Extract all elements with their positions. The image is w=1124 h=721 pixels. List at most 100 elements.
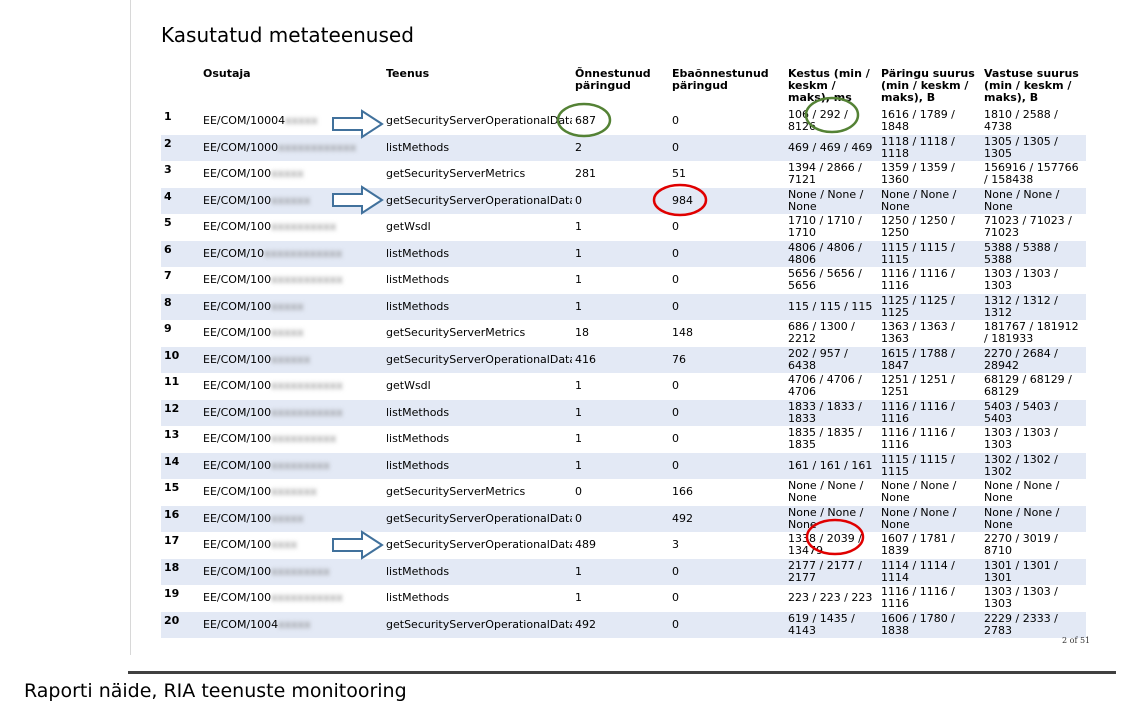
request-size-cell: 1615 / 1788 / 1847	[878, 346, 981, 373]
success-count-cell: 489	[575, 538, 596, 552]
row-index: 6	[161, 240, 200, 267]
table-row: 5 EE/COM/100xxxxxxxxxx getWsdl 1 0 1710 / 171…	[161, 214, 1086, 241]
row-index: 12	[161, 399, 200, 426]
failed-count-cell: 0	[672, 273, 679, 287]
row-index: 2	[161, 134, 200, 161]
row-index: 3	[164, 163, 172, 176]
duration-cell: 202 / 957 / 6438	[785, 346, 878, 373]
redacted-text: xxxxxxx	[271, 485, 317, 499]
report-page	[130, 0, 1124, 655]
row-index: 14	[161, 452, 200, 479]
redacted-text: xxxxxxxxxx	[271, 432, 337, 446]
row-index: 7	[164, 269, 172, 282]
provider-cell: EE/COM/100xxxxxxxxxxx	[203, 591, 343, 605]
service-cell: getSecurityServerOperationalData	[386, 538, 572, 552]
response-size-cell: 1810 / 2588 / 4738	[984, 108, 1058, 134]
provider-cell: EE/COM/10xxxxxxxxxxxx	[200, 240, 383, 267]
response-size-cell: 71023 / 71023 / 71023	[984, 214, 1072, 240]
success-count-cell: 1	[572, 293, 669, 320]
service-cell: listMethods	[383, 558, 572, 585]
request-size-cell: 1125 / 1125 / 1125	[878, 293, 981, 320]
service-cell: getSecurityServerOperationalData	[386, 114, 572, 128]
response-size-cell: None / None / None	[981, 505, 1086, 532]
duration-cell: 1394 / 2866 / 7121	[788, 161, 862, 187]
service-cell: getSecurityServerMetrics	[386, 485, 526, 499]
failed-count-cell: 0	[672, 432, 679, 446]
success-count-cell: 0	[572, 187, 669, 214]
duration-cell: 686 / 1300 / 2212	[788, 320, 855, 346]
provider-cell: EE/COM/100xxxxx	[200, 505, 383, 532]
service-cell: getSecurityServerMetrics	[386, 326, 526, 340]
failed-count-cell: 0	[672, 379, 679, 393]
service-cell: listMethods	[386, 432, 450, 446]
request-size-cell: None / None / None	[878, 187, 981, 214]
success-count-cell: 492	[572, 611, 669, 638]
success-count-cell: 281	[575, 167, 596, 181]
table-row: 15 EE/COM/100xxxxxxx getSecurityServerMetr…	[161, 479, 1086, 506]
duration-cell: 106 / 292 / 8126	[788, 108, 848, 134]
redacted-text: xxxxxx	[271, 193, 311, 207]
request-size-cell: None / None / None	[881, 479, 957, 505]
success-count-cell: 18	[575, 326, 589, 340]
duration-cell: 1835 / 1835 / 1835	[788, 426, 862, 452]
response-size-cell: 1303 / 1303 / 1303	[984, 426, 1058, 452]
provider-cell: EE/COM/100xxxxx	[203, 167, 304, 181]
failed-count-cell: 148	[672, 326, 693, 340]
request-size-cell: 1607 / 1781 / 1839	[881, 532, 955, 558]
duration-cell: 4806 / 4806 / 4806	[785, 240, 878, 267]
success-count-cell: 2	[572, 134, 669, 161]
duration-cell: 5656 / 5656 / 5656	[788, 267, 862, 293]
service-cell: listMethods	[383, 399, 572, 426]
response-size-cell: 2229 / 2333 / 2783	[981, 611, 1086, 638]
col-header-service: Teenus	[386, 67, 430, 80]
row-index: 11	[164, 375, 180, 388]
response-size-cell: None / None / None	[984, 479, 1060, 505]
provider-cell: EE/COM/100xxxxxxxxxxx	[200, 399, 383, 426]
provider-cell: EE/COM/100xxxxxxxxxxx	[203, 273, 343, 287]
request-size-cell: 1359 / 1359 / 1360	[881, 161, 955, 187]
failed-count-cell: 51	[672, 167, 686, 181]
provider-cell: EE/COM/100xxxxx	[200, 293, 383, 320]
redacted-text: xxxxx	[271, 167, 304, 181]
response-size-cell: 2270 / 2684 / 28942	[981, 346, 1086, 373]
request-size-cell: 1251 / 1251 / 1251	[881, 373, 955, 399]
redacted-text: xxxxx	[271, 326, 304, 340]
table-row: 9 EE/COM/100xxxxx getSecurityServerMetrics…	[161, 320, 1086, 347]
table-row: 20 EE/COM/1004xxxxx getSecurityServerOpera…	[161, 611, 1086, 638]
redacted-text: xxxxx	[278, 617, 311, 631]
provider-cell: EE/COM/100xxxxxxxxx	[200, 558, 383, 585]
provider-cell: EE/COM/1000xxxxxxxxxxxx	[200, 134, 383, 161]
response-size-cell: 2270 / 3019 / 8710	[984, 532, 1058, 558]
success-count-cell: 1	[572, 558, 669, 585]
duration-cell: 619 / 1435 / 4143	[785, 611, 878, 638]
table-row: 4 EE/COM/100xxxxxx getSecurityServerOperat…	[161, 187, 1086, 214]
row-index: 1	[164, 110, 172, 123]
response-size-cell: 1303 / 1303 / 1303	[984, 267, 1058, 293]
row-index: 13	[164, 428, 180, 441]
redacted-text: xxxxxxxxx	[271, 458, 330, 472]
service-cell: getSecurityServerMetrics	[386, 167, 526, 181]
row-index: 19	[164, 587, 180, 600]
table-row: 8 EE/COM/100xxxxx listMethods 1 0 115 / 115 /…	[161, 293, 1086, 320]
row-index: 5	[164, 216, 172, 229]
request-size-cell: 1116 / 1116 / 1116	[878, 399, 981, 426]
table-row: 14 EE/COM/100xxxxxxxxx listMethods 1 0 161 / …	[161, 452, 1086, 479]
response-size-cell: 181767 / 181912 / 181933	[984, 320, 1079, 346]
services-table: Osutaja Teenus Õnnestunud päringud Ebaõn…	[161, 66, 1086, 638]
table-row: 1 EE/COM/10004xxxxx getSecurityServerOpera…	[161, 108, 1086, 135]
row-index: 15	[164, 481, 180, 494]
service-cell: getSecurityServerOperationalData	[383, 505, 572, 532]
redacted-text: xxxxx	[271, 511, 304, 525]
provider-cell: EE/COM/100xxxxxx	[200, 187, 383, 214]
redacted-text: xxxxx	[285, 114, 318, 128]
row-index: 20	[161, 611, 200, 638]
table-row: 11 EE/COM/100xxxxxxxxxxx getWsdl 1 0 4706 / 4…	[161, 373, 1086, 400]
failed-count-cell: 0	[672, 591, 679, 605]
service-cell: listMethods	[386, 273, 450, 287]
success-count-cell: 1	[572, 399, 669, 426]
provider-cell: EE/COM/100xxxxxxxxxxx	[203, 379, 343, 393]
page-number: 2 of 51	[1062, 636, 1091, 645]
provider-cell: EE/COM/100xxxxxx	[200, 346, 383, 373]
redacted-text: xxxxxxxxxxxx	[264, 246, 343, 260]
redacted-text: xxxxxxxxxxx	[271, 379, 343, 393]
